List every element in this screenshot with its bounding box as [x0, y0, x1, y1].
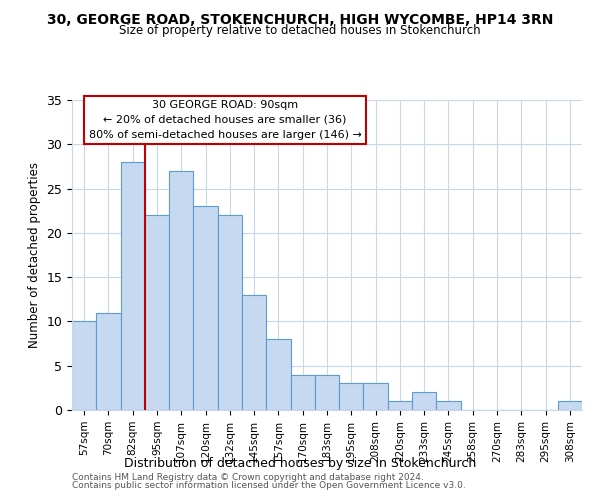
Bar: [96, 312, 121, 410]
Text: 30 GEORGE ROAD: 90sqm
← 20% of detached houses are smaller (36)
80% of semi-deta: 30 GEORGE ROAD: 90sqm ← 20% of detached …: [89, 100, 361, 140]
Bar: [558, 401, 582, 410]
Bar: [315, 374, 339, 410]
Text: Contains HM Land Registry data © Crown copyright and database right 2024.: Contains HM Land Registry data © Crown c…: [72, 472, 424, 482]
Text: Contains public sector information licensed under the Open Government Licence v3: Contains public sector information licen…: [72, 481, 466, 490]
Bar: [339, 384, 364, 410]
Bar: [72, 322, 96, 410]
Bar: [218, 215, 242, 410]
Bar: [364, 384, 388, 410]
Bar: [290, 374, 315, 410]
Bar: [388, 401, 412, 410]
Bar: [266, 339, 290, 410]
Text: Distribution of detached houses by size in Stokenchurch: Distribution of detached houses by size …: [124, 458, 476, 470]
Bar: [412, 392, 436, 410]
Y-axis label: Number of detached properties: Number of detached properties: [28, 162, 41, 348]
Bar: [121, 162, 145, 410]
Text: 30, GEORGE ROAD, STOKENCHURCH, HIGH WYCOMBE, HP14 3RN: 30, GEORGE ROAD, STOKENCHURCH, HIGH WYCO…: [47, 12, 553, 26]
Bar: [193, 206, 218, 410]
Bar: [436, 401, 461, 410]
Bar: [242, 295, 266, 410]
Bar: [145, 215, 169, 410]
Text: Size of property relative to detached houses in Stokenchurch: Size of property relative to detached ho…: [119, 24, 481, 37]
Bar: [169, 171, 193, 410]
